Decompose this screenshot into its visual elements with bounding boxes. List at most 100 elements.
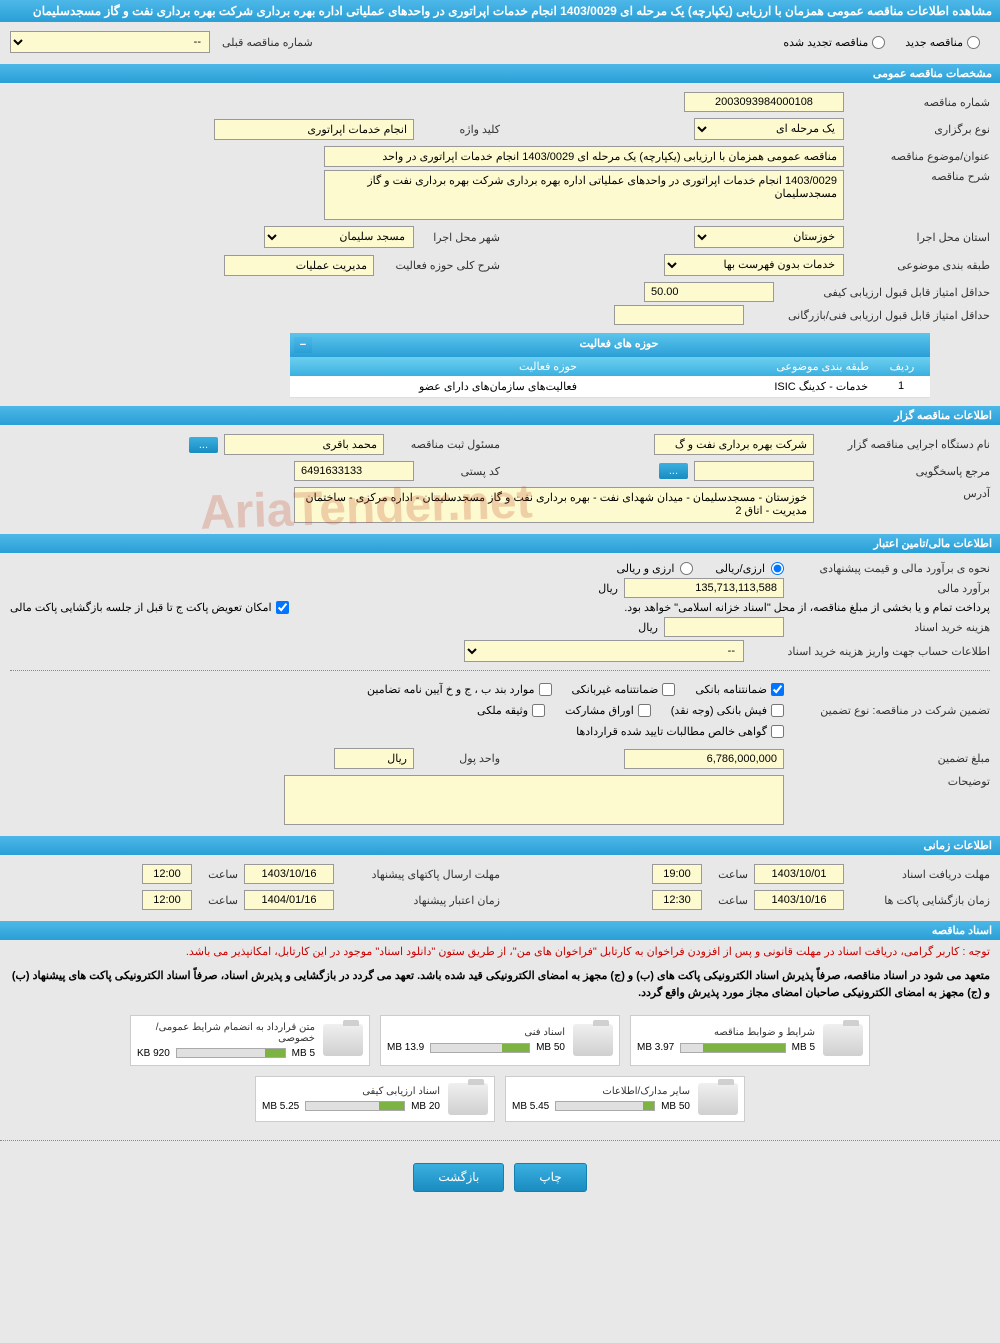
doc-card[interactable]: متن قرارداد به انضمام شرایط عمومی/خصوصی … bbox=[130, 1015, 370, 1066]
doc-card[interactable]: اسناد ارزیابی کیفی 20 MB 5.25 MB bbox=[255, 1076, 495, 1122]
method-label: نحوه ی برآورد مالی و قیمت پیشنهادی bbox=[790, 562, 990, 575]
doc-used: 5.45 MB bbox=[512, 1101, 549, 1112]
doc-card[interactable]: اسناد فنی 50 MB 13.9 MB bbox=[380, 1015, 620, 1066]
section-general: مشخصات مناقصه عمومی bbox=[0, 64, 1000, 83]
guarantee-type-label: تضمین شرکت در مناقصه: نوع تضمین bbox=[790, 704, 990, 717]
province-label: استان محل اجرا bbox=[850, 231, 990, 244]
prev-tender-label: شماره مناقصه قبلی bbox=[216, 36, 313, 49]
page-title: مشاهده اطلاعات مناقصه عمومی همزمان با ار… bbox=[0, 0, 1000, 22]
doc-total: 50 MB bbox=[536, 1042, 565, 1053]
subject-label: عنوان/موضوع مناقصه bbox=[850, 150, 990, 163]
addr-label: آدرس bbox=[820, 487, 990, 500]
resp-label: مرجع پاسخگویی bbox=[820, 465, 990, 478]
chk-receivables[interactable] bbox=[771, 725, 784, 738]
notes-label: توضیحات bbox=[790, 775, 990, 788]
chk-cash[interactable] bbox=[771, 704, 784, 717]
chk6-label: وثیقه ملکی bbox=[477, 704, 528, 717]
hour-label1: ساعت bbox=[708, 868, 748, 881]
valid-label: زمان اعتبار پیشنهاد bbox=[340, 894, 500, 907]
table-row: 1 خدمات - کدینگ ISIC فعالیت‌های سازمان‌ه… bbox=[290, 376, 930, 398]
resp-value bbox=[694, 461, 814, 481]
notes-textarea[interactable] bbox=[284, 775, 784, 825]
doc-used: 5.25 MB bbox=[262, 1101, 299, 1112]
account-label: اطلاعات حساب جهت واریز هزینه خرید اسناد bbox=[750, 645, 990, 658]
doc-title: اسناد فنی bbox=[387, 1027, 565, 1038]
doc-total: 20 MB bbox=[411, 1101, 440, 1112]
send-time: 12:00 bbox=[142, 864, 192, 884]
doc-title: سایر مدارک/اطلاعات bbox=[512, 1086, 690, 1097]
folder-icon bbox=[448, 1083, 488, 1115]
payment-note: پرداخت تمام و یا بخشی از مبلغ مناقصه، از… bbox=[624, 601, 990, 614]
doc-cost-value bbox=[664, 617, 784, 637]
radio-rial-fx[interactable] bbox=[680, 562, 693, 575]
chk-bonds[interactable] bbox=[638, 704, 651, 717]
keyword-label: کلید واژه bbox=[420, 123, 500, 136]
radio-new-tender[interactable] bbox=[967, 36, 980, 49]
chk4-label: فیش بانکی (وجه نقد) bbox=[671, 704, 767, 717]
type-label: نوع برگزاری bbox=[850, 123, 990, 136]
doc-card[interactable]: شرایط و ضوابط مناقصه 5 MB 3.97 MB bbox=[630, 1015, 870, 1066]
account-select[interactable]: -- bbox=[464, 640, 744, 662]
min-score2-value bbox=[614, 305, 744, 325]
doc-used: 13.9 MB bbox=[387, 1042, 424, 1053]
doc-title: متن قرارداد به انضمام شرایط عمومی/خصوصی bbox=[137, 1022, 315, 1044]
print-button[interactable]: چاپ bbox=[514, 1163, 586, 1192]
section-docs: اسناد مناقصه bbox=[0, 921, 1000, 940]
doc-title: شرایط و ضوابط مناقصه bbox=[637, 1027, 815, 1038]
chk-property[interactable] bbox=[532, 704, 545, 717]
keyword-value: انجام خدمات اپراتوری bbox=[214, 119, 414, 140]
valid-date: 1404/01/16 bbox=[244, 890, 334, 910]
field-label: شرح کلی حوزه فعالیت bbox=[380, 259, 500, 272]
chk-nonbank[interactable] bbox=[662, 683, 675, 696]
desc-value: 1403/0029 انجام خدمات اپراتوری در واحدها… bbox=[324, 170, 844, 220]
prev-tender-select[interactable]: -- bbox=[10, 31, 210, 53]
min-score-label: حداقل امتیاز قابل قبول ارزیابی کیفی bbox=[780, 286, 990, 299]
chk2-label: ضمانتنامه غیربانکی bbox=[572, 683, 659, 696]
radio-rial[interactable] bbox=[771, 562, 784, 575]
doc-total: 50 MB bbox=[661, 1101, 690, 1112]
chk7-label: گواهی خالص مطالبات تایید شده قراردادها bbox=[576, 725, 767, 738]
folder-icon bbox=[573, 1024, 613, 1056]
doc-used: 3.97 MB bbox=[637, 1042, 674, 1053]
back-button[interactable]: بازگشت bbox=[413, 1163, 504, 1192]
radio-renewed-label: مناقصه تجدید شده bbox=[783, 36, 868, 49]
doc-card[interactable]: سایر مدارک/اطلاعات 50 MB 5.45 MB bbox=[505, 1076, 745, 1122]
activity-table-header: حوزه های فعالیت − bbox=[290, 333, 930, 357]
folder-icon bbox=[698, 1083, 738, 1115]
chk-bank-guarantee[interactable] bbox=[771, 683, 784, 696]
method-opt1: ارزی/ریالی bbox=[715, 562, 765, 575]
doc-progress bbox=[176, 1048, 286, 1058]
section-fin: اطلاعات مالی/تامین اعتبار bbox=[0, 534, 1000, 553]
addr-value: خوزستان - مسجدسلیمان - میدان شهدای نفت -… bbox=[294, 487, 814, 523]
tender-no-label: شماره مناقصه bbox=[850, 96, 990, 109]
chk3-label: موارد بند ب ، ج و خ آیین نامه تضامین bbox=[367, 683, 534, 696]
chk5-label: اوراق مشارکت bbox=[565, 704, 634, 717]
province-select[interactable]: خوزستان bbox=[694, 226, 844, 248]
chk-swap[interactable] bbox=[276, 601, 289, 614]
chk-items[interactable] bbox=[539, 683, 552, 696]
method-opt2: ارزی و ریالی bbox=[616, 562, 674, 575]
collapse-icon[interactable]: − bbox=[294, 337, 312, 353]
doc-total: 5 MB bbox=[792, 1042, 815, 1053]
doc-title: اسناد ارزیابی کیفی bbox=[262, 1086, 440, 1097]
open-date: 1403/10/16 bbox=[754, 890, 844, 910]
unit-label: واحد پول bbox=[420, 752, 500, 765]
doc-cost-label: هزینه خرید اسناد bbox=[790, 621, 990, 634]
receive-time: 19:00 bbox=[652, 864, 702, 884]
category-select[interactable]: خدمات بدون فهرست بها bbox=[664, 254, 844, 276]
hour-label4: ساعت bbox=[198, 894, 238, 907]
hour-label2: ساعت bbox=[198, 868, 238, 881]
reg-more-button[interactable]: ... bbox=[189, 437, 218, 453]
activity-table-columns: ردیف طبقه بندی موضوعی حوزه فعالیت bbox=[290, 357, 930, 376]
doc-used: 920 KB bbox=[137, 1048, 170, 1059]
resp-more-button[interactable]: ... bbox=[659, 463, 688, 479]
category-label: طبقه بندی موضوعی bbox=[850, 259, 990, 272]
radio-renewed-tender[interactable] bbox=[872, 36, 885, 49]
doc-progress bbox=[555, 1101, 655, 1111]
section-time: اطلاعات زمانی bbox=[0, 836, 1000, 855]
docs-warning2: متعهد می شود در اسناد مناقصه، صرفاً پذیر… bbox=[0, 966, 1000, 1005]
city-select[interactable]: مسجد سلیمان bbox=[264, 226, 414, 248]
docs-grid: شرایط و ضوابط مناقصه 5 MB 3.97 MB اسناد … bbox=[0, 1005, 1000, 1132]
currency-label: ریال bbox=[598, 582, 618, 595]
type-select[interactable]: یک مرحله ای bbox=[694, 118, 844, 140]
